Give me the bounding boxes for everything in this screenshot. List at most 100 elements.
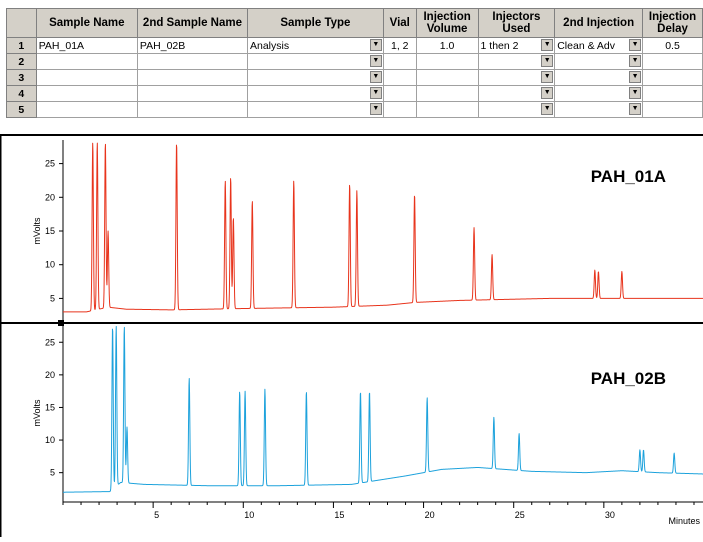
dropdown-arrow-icon[interactable]: ▼ xyxy=(541,55,554,67)
cell-injectors-used[interactable]: ▼ xyxy=(477,85,556,102)
cell-vial[interactable]: 1, 2 xyxy=(382,37,417,54)
dropdown-arrow-icon[interactable]: ▼ xyxy=(629,55,642,67)
cell-vial[interactable] xyxy=(382,101,417,118)
chromatogram-pah-02b: 5 10 15 20 25 mVolts 5 10 15 20 25 30 Minutes PAH_02B xyxy=(32,324,703,526)
table-header-row: Sample Name 2nd Sample Name Sample Type Via… xyxy=(6,8,703,38)
cell-injection-delay[interactable] xyxy=(642,85,703,102)
table-row: 3 ▼ ▼ ▼ xyxy=(6,69,703,86)
y-tick-label: 20 xyxy=(45,192,55,202)
cell-second-sample-name[interactable] xyxy=(136,85,249,102)
cell-sample-name[interactable] xyxy=(35,69,138,86)
chromatogram-area: 5 10 15 20 25 mVolts PAH_01A 5 10 15 20 25 mVolts 5 1… xyxy=(0,136,703,537)
panel-splitter-handle[interactable] xyxy=(58,320,64,326)
column-header-injection-volume[interactable]: Injection Volume xyxy=(415,8,479,38)
dropdown-arrow-icon[interactable]: ▼ xyxy=(541,71,554,83)
y-tick-label: 10 xyxy=(45,260,55,270)
cell-second-injection[interactable]: ▼ xyxy=(554,53,644,70)
dropdown-arrow-icon[interactable]: ▼ xyxy=(629,71,642,83)
y-axis-label: mVolts xyxy=(32,399,42,427)
cell-injection-volume[interactable] xyxy=(415,101,479,118)
dropdown-arrow-icon[interactable]: ▼ xyxy=(541,87,554,99)
y-tick-label: 25 xyxy=(45,159,55,169)
cell-second-sample-name[interactable] xyxy=(136,53,249,70)
x-tick-label: 5 xyxy=(154,510,159,520)
cell-second-injection[interactable]: ▼ xyxy=(554,101,644,118)
chromatogram-svg: 5 10 15 20 25 mVolts PAH_01A 5 10 15 20 25 mVolts 5 1… xyxy=(0,136,703,537)
dropdown-arrow-icon[interactable]: ▼ xyxy=(369,87,382,99)
cell-vial[interactable] xyxy=(382,69,417,86)
cell-sample-name[interactable]: PAH_01A xyxy=(35,37,138,54)
cell-value: PAH_02B xyxy=(139,39,186,52)
dropdown-arrow-icon[interactable]: ▼ xyxy=(629,87,642,99)
column-header-2nd-sample-name[interactable]: 2nd Sample Name xyxy=(136,8,249,38)
x-tick-label: 10 xyxy=(244,510,254,520)
series-name-label: PAH_01A xyxy=(591,167,666,186)
cell-second-sample-name[interactable] xyxy=(136,69,249,86)
y-axis-label: mVolts xyxy=(32,217,42,245)
dropdown-arrow-icon[interactable]: ▼ xyxy=(369,39,382,51)
cell-sample-type[interactable]: ▼ xyxy=(247,85,384,102)
column-header-injection-delay[interactable]: Injection Delay xyxy=(642,8,703,38)
cell-sample-type[interactable]: ▼ xyxy=(247,53,384,70)
cell-sample-name[interactable] xyxy=(35,85,138,102)
dropdown-arrow-icon[interactable]: ▼ xyxy=(541,103,554,115)
cell-second-injection[interactable]: ▼ xyxy=(554,85,644,102)
column-header-vial[interactable]: Vial xyxy=(382,8,417,38)
cell-second-injection[interactable]: ▼ xyxy=(554,69,644,86)
cell-value: 0.5 xyxy=(665,39,680,52)
x-tick-label: 30 xyxy=(605,510,615,520)
cell-injection-volume[interactable]: 1.0 xyxy=(415,37,479,54)
y-tick-label: 10 xyxy=(45,435,55,445)
cell-injection-delay[interactable]: 0.5 xyxy=(642,37,703,54)
series-name-label: PAH_02B xyxy=(591,369,666,388)
cell-injectors-used[interactable]: ▼ xyxy=(477,53,556,70)
row-number[interactable]: 1 xyxy=(6,37,37,54)
series-trace xyxy=(62,325,703,493)
x-axis-label: Minutes xyxy=(668,516,700,526)
row-number[interactable]: 2 xyxy=(6,53,37,70)
cell-second-injection[interactable]: Clean & Adv ▼ xyxy=(554,37,644,54)
cell-injection-volume[interactable] xyxy=(415,69,479,86)
cell-second-sample-name[interactable]: PAH_02B xyxy=(136,37,249,54)
row-number[interactable]: 3 xyxy=(6,69,37,86)
cell-value: Clean & Adv xyxy=(557,39,616,52)
dropdown-arrow-icon[interactable]: ▼ xyxy=(629,39,642,51)
cell-sample-type[interactable]: ▼ xyxy=(247,69,384,86)
sequence-table: Sample Name 2nd Sample Name Sample Type Via… xyxy=(6,8,703,118)
y-tick-label: 25 xyxy=(45,337,55,347)
x-tick-label: 15 xyxy=(334,510,344,520)
cell-injectors-used[interactable]: 1 then 2 ▼ xyxy=(477,37,556,54)
y-tick-label: 20 xyxy=(45,370,55,380)
cell-injectors-used[interactable]: ▼ xyxy=(477,69,556,86)
column-header-sample-type[interactable]: Sample Type xyxy=(247,8,384,38)
series-trace xyxy=(62,142,703,313)
cell-sample-name[interactable] xyxy=(35,101,138,118)
cell-injection-volume[interactable] xyxy=(415,85,479,102)
dropdown-arrow-icon[interactable]: ▼ xyxy=(369,103,382,115)
cell-second-sample-name[interactable] xyxy=(136,101,249,118)
column-header-injectors-used[interactable]: Injectors Used xyxy=(477,8,556,38)
cell-sample-name[interactable] xyxy=(35,53,138,70)
cell-sample-type[interactable]: Analysis ▼ xyxy=(247,37,384,54)
cell-injection-delay[interactable] xyxy=(642,69,703,86)
dropdown-arrow-icon[interactable]: ▼ xyxy=(369,55,382,67)
dropdown-arrow-icon[interactable]: ▼ xyxy=(369,71,382,83)
cell-value: 1.0 xyxy=(439,39,455,52)
cell-sample-type[interactable]: ▼ xyxy=(247,101,384,118)
cell-vial[interactable] xyxy=(382,85,417,102)
table-row: 4 ▼ ▼ ▼ xyxy=(6,85,703,102)
cell-injection-delay[interactable] xyxy=(642,101,703,118)
row-number[interactable]: 5 xyxy=(6,101,37,118)
cell-injectors-used[interactable]: ▼ xyxy=(477,101,556,118)
y-tick-label: 15 xyxy=(45,226,55,236)
dropdown-arrow-icon[interactable]: ▼ xyxy=(541,39,554,51)
y-tick-label: 15 xyxy=(45,402,55,412)
column-header-sample-name[interactable]: Sample Name xyxy=(35,8,138,38)
column-header-2nd-injection[interactable]: 2nd Injection xyxy=(554,8,644,38)
cell-injection-delay[interactable] xyxy=(642,53,703,70)
cell-injection-volume[interactable] xyxy=(415,53,479,70)
dropdown-arrow-icon[interactable]: ▼ xyxy=(629,103,642,115)
row-number[interactable]: 4 xyxy=(6,85,37,102)
cell-vial[interactable] xyxy=(382,53,417,70)
sequence-grid-panel: Sample Name 2nd Sample Name Sample Type Via… xyxy=(0,0,703,136)
